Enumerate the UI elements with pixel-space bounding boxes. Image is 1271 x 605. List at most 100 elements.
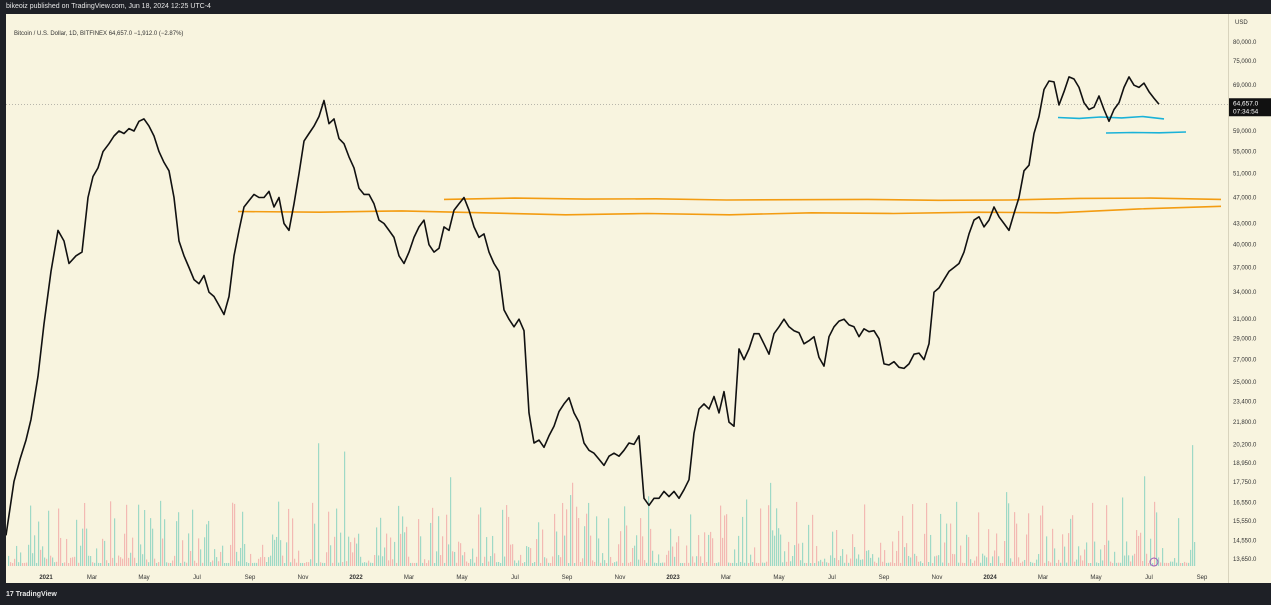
volume-bar (818, 561, 820, 566)
volume-bar (792, 555, 794, 566)
volume-bar (356, 543, 358, 566)
volume-bar (450, 477, 452, 566)
volume-bar (204, 537, 206, 566)
volume-bar (744, 562, 746, 566)
chart-area[interactable]: 2021 Mar May Jul Sep Nov 2022 Mar May Jul Sep Nov 20… (5, 14, 1228, 583)
volume-bar (1114, 551, 1116, 566)
volume-bar (918, 561, 920, 566)
volume-bar (548, 562, 550, 566)
volume-bar (114, 518, 116, 566)
volume-bar (944, 542, 946, 566)
band-orange-lower[interactable] (237, 205, 1222, 216)
volume-bar (1174, 558, 1176, 566)
y-tick-label: 34,000.0 (1233, 290, 1257, 296)
volume-bar (856, 558, 858, 566)
volume-bar (342, 562, 344, 566)
volume-bar (160, 500, 162, 566)
volume-bar (316, 562, 318, 566)
volume-bar (978, 512, 980, 566)
volume-bar (804, 562, 806, 566)
volume-bar (92, 562, 94, 566)
x-tick-label: 2021 (39, 575, 53, 581)
btc-price-line[interactable] (5, 76, 1160, 536)
volume-bar (746, 499, 748, 566)
volume-bar (372, 562, 374, 566)
volume-bar (996, 533, 998, 566)
volume-bar (446, 514, 448, 566)
volume-bar (756, 562, 758, 566)
y-tick-label: 27,000.0 (1233, 358, 1257, 364)
volume-bar (696, 556, 698, 566)
volume-bar (926, 502, 928, 566)
volume-bar (664, 562, 666, 566)
band-cyan-lower[interactable] (1105, 131, 1187, 134)
volume-bar (230, 544, 232, 566)
volume-bar (172, 560, 174, 566)
volume-bar (1046, 536, 1048, 566)
volume-bar (908, 555, 910, 566)
volume-bar (270, 555, 272, 566)
volume-bar (558, 555, 560, 566)
volume-bar (634, 545, 636, 566)
volume-bar (386, 533, 388, 566)
lightning-icon[interactable] (1149, 557, 1159, 567)
volume-bar (1054, 548, 1056, 566)
tradingview-logo[interactable]: 17 TradingView (6, 591, 57, 598)
volume-bar (906, 543, 908, 566)
volume-bar (976, 556, 978, 566)
volume-bar (228, 562, 230, 566)
volume-bar (692, 556, 694, 566)
volume-bar (254, 562, 256, 566)
volume-bar (682, 562, 684, 566)
volume-bar (68, 563, 70, 566)
volume-bar (888, 562, 890, 566)
volume-bar (1182, 562, 1184, 566)
volume-bar (1094, 541, 1096, 566)
volume-bar (1116, 562, 1118, 566)
volume-bar (200, 549, 202, 566)
volume-bar (896, 550, 898, 566)
volume-bar (208, 520, 210, 566)
volume-bar (530, 548, 532, 566)
volume-bar (434, 562, 436, 566)
volume-bar (1100, 549, 1102, 566)
volume-bar (788, 541, 790, 566)
volume-bar (546, 558, 548, 566)
volume-bar (646, 562, 648, 566)
volume-bar (98, 562, 100, 566)
volume-bar (198, 538, 200, 566)
band-orange-upper[interactable] (443, 197, 1222, 202)
volume-bar (148, 562, 150, 566)
volume-bar (670, 528, 672, 566)
volume-bar (782, 562, 784, 566)
volume-bar (1118, 562, 1120, 566)
volume-bar (874, 561, 876, 566)
volume-bar (410, 562, 412, 566)
volume-bar (510, 544, 512, 566)
volume-bar (108, 562, 110, 566)
volume-bar (412, 562, 414, 566)
volume-bar (814, 563, 816, 566)
volume-bar (1000, 562, 1002, 566)
volume-bar (256, 562, 258, 566)
volume-bar (20, 552, 22, 566)
volume-bar (374, 555, 376, 566)
volume-bar (958, 562, 960, 566)
volume-bar (712, 538, 714, 566)
volume-bar (508, 516, 510, 566)
volume-bar (1088, 562, 1090, 566)
volume-bar (738, 535, 740, 566)
volume-bar (934, 556, 936, 566)
volume-bar (334, 536, 336, 566)
volume-bar (516, 562, 518, 566)
last-price-tag (1229, 98, 1271, 117)
volume-bar (454, 551, 456, 566)
volume-bar (668, 550, 670, 566)
volume-bar (8, 555, 10, 566)
volume-bar (422, 562, 424, 566)
price-axis[interactable]: 80,000.0 75,000.0 69,000.0 59,000.0 55,000.0… (1228, 14, 1271, 583)
volume-bar (1132, 555, 1134, 566)
volume-bar (638, 559, 640, 566)
volume-bar (1096, 562, 1098, 566)
volume-bar (1016, 523, 1018, 566)
